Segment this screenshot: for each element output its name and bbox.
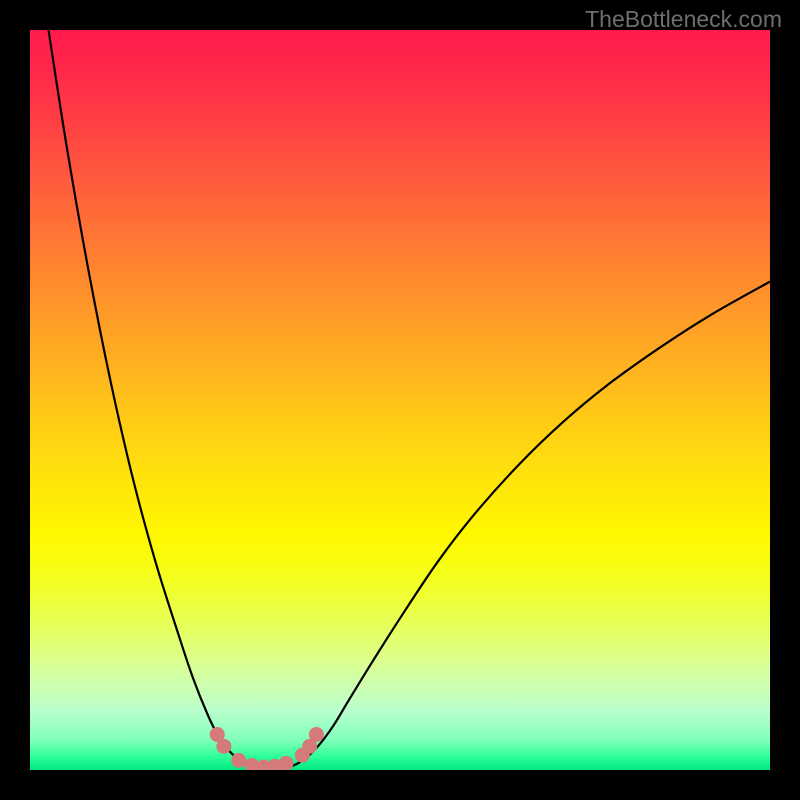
optimal-dot	[279, 756, 294, 770]
watermark-text: TheBottleneck.com	[585, 6, 782, 33]
bottleneck-curve	[49, 30, 771, 769]
optimal-dot	[309, 727, 324, 742]
curve-layer	[30, 30, 770, 770]
plot-area	[30, 30, 770, 770]
chart-container: TheBottleneck.com	[0, 0, 800, 800]
optimal-dot	[216, 739, 231, 754]
optimal-dot	[231, 753, 246, 768]
optimal-zone-dots	[210, 727, 324, 770]
